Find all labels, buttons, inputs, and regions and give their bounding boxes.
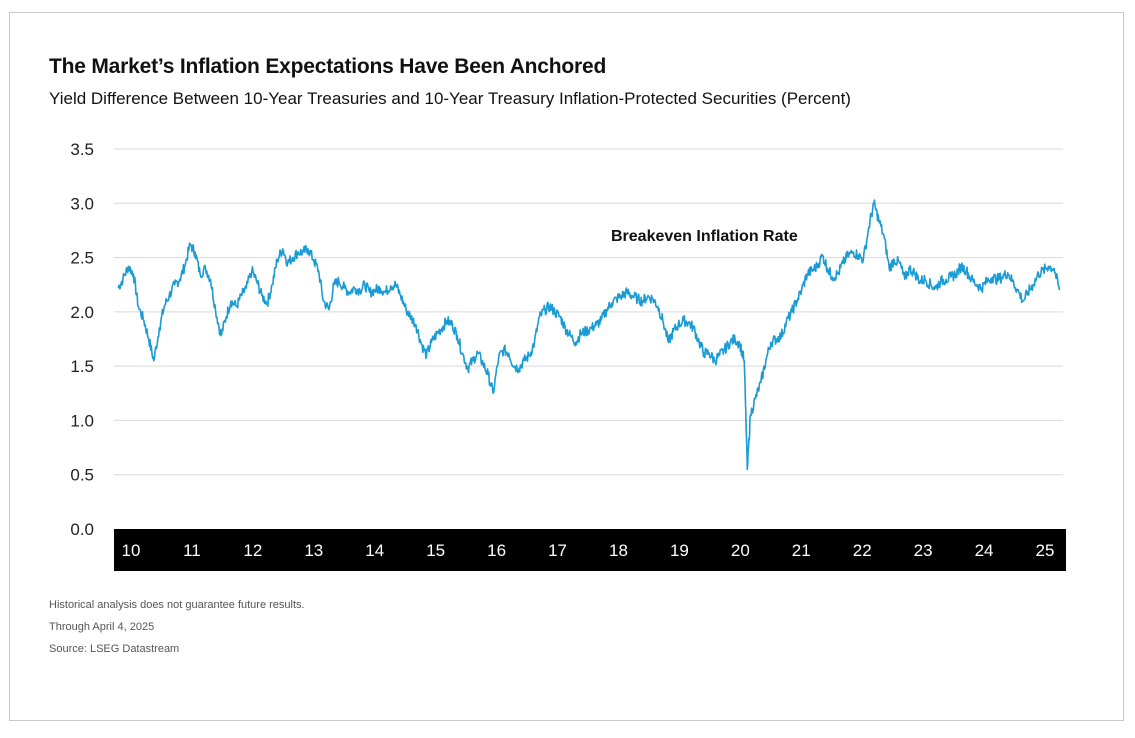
x-tick-label: 20 xyxy=(731,541,750,560)
y-tick-label: 2.5 xyxy=(70,249,94,268)
x-tick-label: 16 xyxy=(487,541,506,560)
gridlines xyxy=(114,148,1063,476)
x-tick-label: 13 xyxy=(304,541,323,560)
x-tick-label: 18 xyxy=(609,541,628,560)
chart-title: The Market’s Inflation Expectations Have… xyxy=(49,55,607,78)
y-axis-ticks: 0.0 0.5 1.0 1.5 2.0 2.5 3.0 3.5 xyxy=(70,140,94,539)
x-axis-band xyxy=(114,529,1066,571)
chart-subtitle: Yield Difference Between 10-Year Treasur… xyxy=(49,89,851,108)
y-tick-label: 3.5 xyxy=(70,140,94,159)
x-tick-label: 19 xyxy=(670,541,689,560)
x-tick-label: 23 xyxy=(914,541,933,560)
x-tick-label: 21 xyxy=(792,541,811,560)
y-tick-label: 0.0 xyxy=(70,520,94,539)
x-tick-label: 11 xyxy=(183,541,201,560)
series-layer xyxy=(117,199,1061,471)
y-tick-label: 1.5 xyxy=(70,357,94,376)
y-tick-label: 1.0 xyxy=(70,411,94,430)
series-line-breakeven-inflation-rate xyxy=(117,199,1061,471)
y-tick-label: 0.5 xyxy=(70,466,94,485)
x-tick-label: 17 xyxy=(548,541,567,560)
through-date-note: Through April 4, 2025 xyxy=(49,621,155,633)
y-tick-label: 2.0 xyxy=(70,303,94,322)
x-tick-label: 15 xyxy=(426,541,445,560)
x-tick-label: 22 xyxy=(853,541,872,560)
series-label: Breakeven Inflation Rate xyxy=(611,228,798,245)
y-tick-label: 3.0 xyxy=(70,194,94,213)
x-tick-label: 12 xyxy=(243,541,262,560)
x-tick-label: 10 xyxy=(122,541,141,560)
x-tick-label: 24 xyxy=(975,541,994,560)
x-tick-label: 14 xyxy=(365,541,384,560)
disclaimer-note: Historical analysis does not guarantee f… xyxy=(49,599,305,611)
x-tick-label: 25 xyxy=(1036,541,1055,560)
source-note: Source: LSEG Datastream xyxy=(49,643,180,655)
x-axis-ticks: 10 11 12 13 14 15 16 17 18 19 20 21 22 23 24 25 xyxy=(122,541,1055,560)
